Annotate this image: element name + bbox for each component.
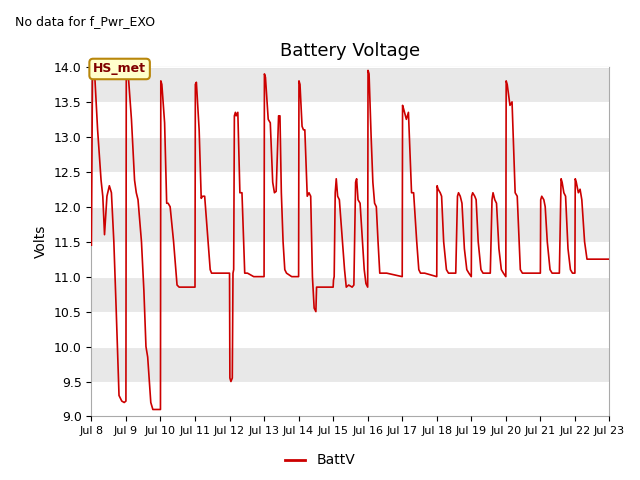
Legend: BattV: BattV xyxy=(279,448,361,473)
Title: Battery Voltage: Battery Voltage xyxy=(280,42,420,60)
Bar xyxy=(92,382,609,417)
Text: No data for f_Pwr_EXO: No data for f_Pwr_EXO xyxy=(15,15,155,28)
Bar xyxy=(92,102,609,137)
Bar xyxy=(92,312,609,347)
Y-axis label: Volts: Volts xyxy=(34,225,48,258)
Bar xyxy=(92,172,609,207)
Text: HS_met: HS_met xyxy=(93,62,146,75)
Bar xyxy=(92,242,609,276)
